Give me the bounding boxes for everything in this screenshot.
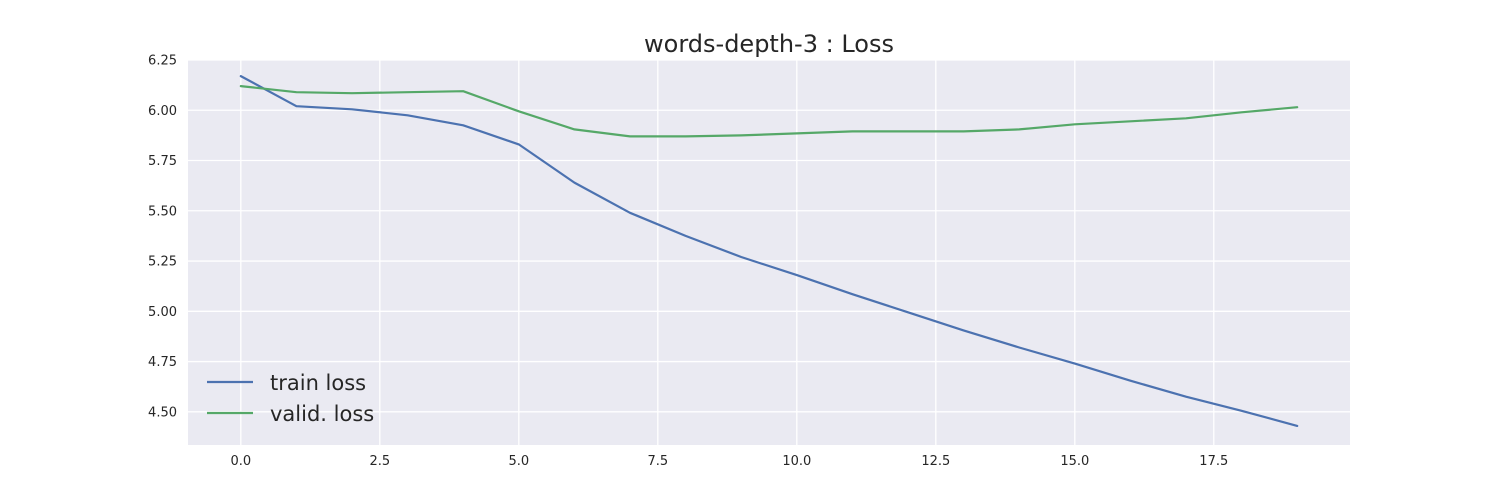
y-tick-label: 4.50 [148,405,177,420]
series-line-valid-loss [239,84,1299,138]
x-tick-label: 7.5 [647,454,668,469]
y-tick-labels: 4.50 4.75 5.00 5.25 5.50 5.75 6.00 6.25 [148,54,177,421]
y-tick-label: 6.25 [148,54,177,69]
chart-title: words-depth-3 : Loss [644,30,894,58]
x-tick-label: 0.0 [230,454,251,469]
legend: train loss valid. loss [207,371,374,426]
x-tick-label: 2.5 [369,454,390,469]
x-tick-label: 10.0 [782,454,811,469]
y-tick-label: 6.00 [148,104,177,119]
x-tick-label: 12.5 [921,454,950,469]
y-tick-label: 5.75 [148,154,177,169]
y-tick-label: 5.25 [148,255,177,270]
series-lines [239,74,1299,427]
legend-label-train-loss: train loss [270,371,366,395]
y-tick-label: 4.75 [148,355,177,370]
x-tick-label: 5.0 [508,454,529,469]
plot-background [188,60,1350,445]
grid-lines [188,59,1350,445]
x-tick-labels: 0.0 2.5 5.0 7.5 10.0 12.5 15.0 17.5 [230,454,1228,469]
legend-label-valid-loss: valid. loss [270,402,374,426]
y-tick-label: 5.00 [148,305,177,320]
y-tick-label: 5.50 [148,204,177,219]
x-tick-label: 17.5 [1199,454,1228,469]
x-tick-label: 15.0 [1060,454,1089,469]
series-line-train-loss [239,74,1299,427]
